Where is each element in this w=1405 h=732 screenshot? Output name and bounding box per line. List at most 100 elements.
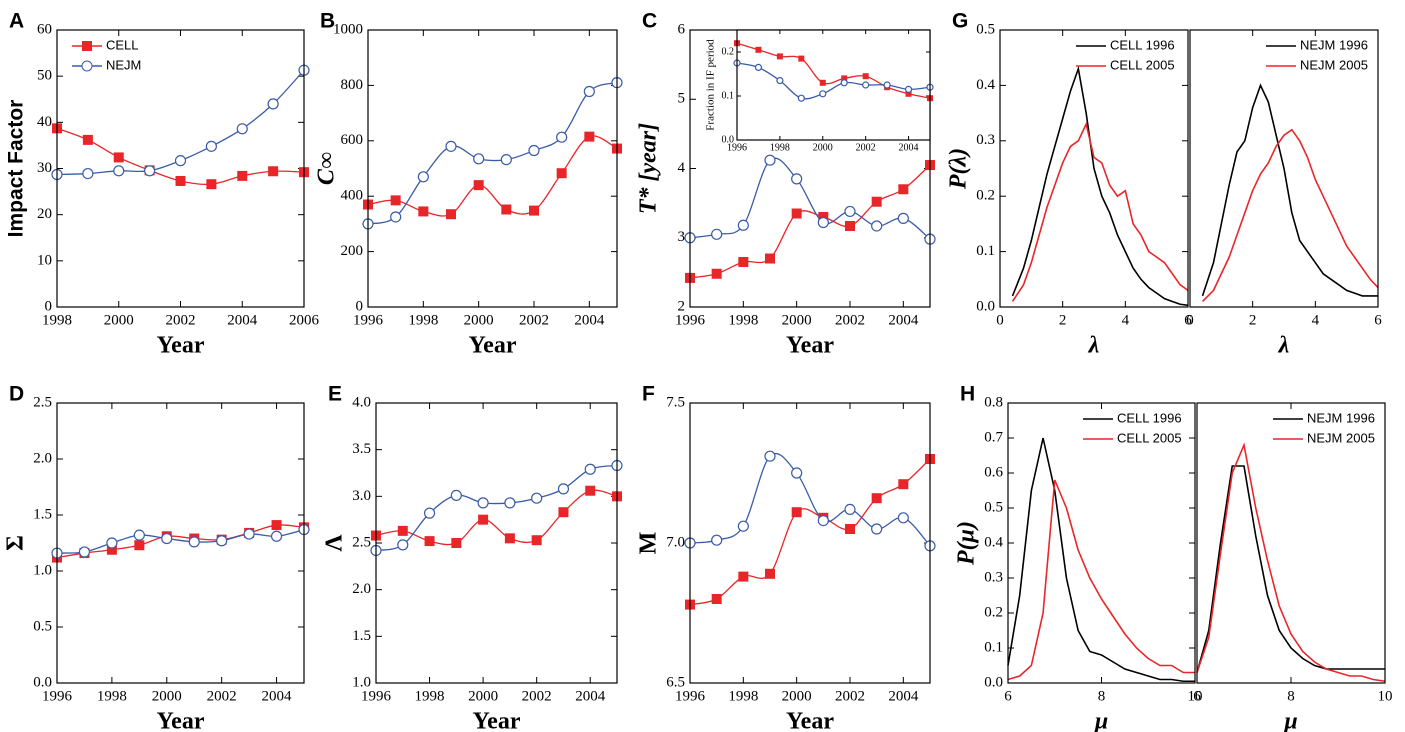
x-tick-label: 6 — [1004, 688, 1012, 704]
marker — [583, 85, 595, 98]
y-tick-label: 60 — [37, 21, 52, 37]
x-axis-label: μ — [1093, 709, 1108, 732]
legend-label: CELL 2005 — [1117, 430, 1182, 445]
y-axis-label: T* [year] — [636, 123, 662, 214]
plot-area — [57, 403, 304, 683]
y-tick-label: 0.0 — [984, 674, 1003, 690]
y-tick-label: 3 — [678, 229, 686, 245]
marker — [270, 530, 283, 542]
marker — [216, 535, 228, 547]
plot-area — [376, 403, 617, 683]
x-tick-label: 8 — [1098, 688, 1106, 704]
x-tick-label: 1998 — [42, 312, 72, 328]
panel-letter: H — [960, 383, 975, 406]
x-tick-label: 1998 — [728, 312, 758, 328]
axes-frame — [367, 29, 618, 308]
marker — [738, 256, 749, 267]
y-tick-label: 0.8 — [984, 394, 1003, 410]
data-line — [736, 62, 931, 100]
marker — [556, 131, 568, 143]
marker — [500, 154, 512, 166]
x-tick-label: 1996 — [727, 142, 747, 153]
marker — [243, 528, 255, 540]
x-axis-label: λ — [1088, 333, 1100, 359]
marker — [113, 152, 124, 163]
data-line — [375, 464, 618, 552]
plot: 0 2 4 6 NEJM 1996 NEJM 2005 λ — [1186, 29, 1382, 359]
marker — [236, 123, 248, 135]
x-tick-label: 8 — [1287, 688, 1295, 704]
legend-label: CELL 2005 — [1110, 57, 1175, 72]
y-tick-label: 0.0 — [33, 674, 52, 690]
y-tick-label: 2 — [678, 298, 686, 314]
marker — [765, 568, 775, 579]
marker — [791, 507, 802, 518]
y-tick-label: 0.2 — [976, 188, 995, 204]
marker — [174, 155, 187, 167]
y-tick-label: 30 — [37, 160, 52, 176]
marker — [504, 533, 515, 544]
y-axis-label: Λ — [322, 534, 348, 552]
y-tick-label: 0.4 — [976, 77, 995, 93]
marker — [188, 536, 200, 548]
x-tick-label: 2000 — [468, 688, 498, 704]
axes-frame — [1189, 29, 1379, 308]
data-line — [689, 452, 931, 547]
plot-area — [1197, 403, 1385, 683]
plot: 1998 2000 2002 2004 2006 0 10 20 30 40 50 60 CELL NEJ… — [5, 10, 320, 359]
y-tick-label: 0.0 — [976, 298, 995, 314]
y-tick-label: 0.5 — [976, 21, 995, 37]
y-tick-label: 0.1 — [984, 639, 1003, 655]
x-tick-label: 2002 — [519, 312, 549, 328]
marker — [840, 79, 848, 87]
plot-area — [368, 30, 617, 307]
x-tick-label: 1996 — [42, 688, 73, 704]
y-tick-label: 0.2 — [984, 604, 1003, 620]
x-tick-label: 1998 — [408, 312, 438, 328]
data-line — [367, 81, 618, 225]
marker — [451, 538, 462, 548]
marker — [755, 46, 762, 53]
marker — [862, 81, 870, 89]
marker — [737, 520, 749, 532]
y-tick-label: 0.4 — [984, 534, 1003, 550]
axes-frame — [1007, 402, 1196, 684]
axes-frame — [689, 402, 931, 684]
marker — [898, 184, 909, 195]
marker — [106, 537, 118, 549]
legend-marker — [81, 60, 93, 72]
marker — [477, 497, 489, 509]
x-axis-label: Year — [157, 709, 205, 732]
x-tick-label: 2002 — [207, 688, 237, 704]
x-tick-label: 4 — [1312, 312, 1320, 328]
y-tick-label: 1.0 — [352, 674, 371, 690]
marker — [844, 205, 856, 218]
marker — [776, 53, 783, 60]
y-tick-label: 40 — [37, 114, 52, 130]
marker — [531, 492, 543, 504]
y-tick-label: 0.1 — [722, 90, 735, 101]
marker — [764, 154, 776, 166]
x-tick-label: 2 — [1249, 312, 1257, 328]
data-line — [1007, 437, 1195, 683]
panel-letter: F — [642, 383, 655, 406]
marker — [556, 168, 567, 179]
y-axis-label: C∞ — [314, 152, 340, 185]
marker — [819, 90, 827, 98]
x-axis-label: Year — [469, 333, 517, 359]
x-tick-label: 2000 — [152, 688, 182, 704]
marker — [271, 520, 282, 531]
x-tick-label: 1998 — [728, 688, 758, 704]
plot: 1996 1998 2000 2002 2004 1.0 1.5 2.0 2.5 3.0 3.5 4.… — [322, 383, 623, 732]
marker — [871, 523, 883, 535]
marker — [397, 525, 408, 536]
x-tick-label: 1998 — [97, 688, 127, 704]
marker — [817, 514, 829, 527]
x-tick-label: 2 — [1059, 312, 1067, 328]
panel-letter: G — [952, 10, 968, 33]
y-tick-label: 600 — [341, 132, 364, 148]
y-tick-label: 0.5 — [33, 618, 52, 634]
data-line — [1011, 65, 1189, 307]
legend-label: CELL 1996 — [1110, 37, 1175, 52]
marker — [450, 489, 462, 501]
